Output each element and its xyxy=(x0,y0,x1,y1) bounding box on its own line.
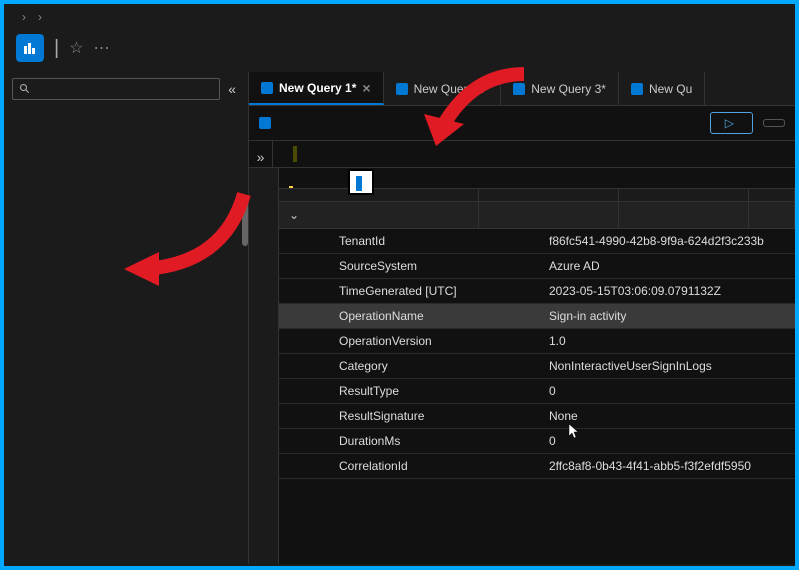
query-tabs: New Query 1*×New Query 2*New Query 3*New… xyxy=(249,72,795,106)
detail-value: 2ffc8af8-0b43-4f41-abb5-f3f2efdf5950 xyxy=(539,454,795,478)
detail-value: 2023-05-15T03:06:09.0791132Z xyxy=(539,279,795,303)
query-tab-1[interactable]: New Query 1*× xyxy=(249,72,384,105)
watermark-logo xyxy=(348,169,374,195)
scrollbar[interactable] xyxy=(242,196,248,246)
page-subtitle xyxy=(4,64,795,72)
detail-key: ResultType xyxy=(279,379,539,403)
detail-value: 0 xyxy=(539,379,795,403)
table-row[interactable]: ⌄ xyxy=(279,202,795,229)
detail-row[interactable]: OperationVersion1.0 xyxy=(279,329,795,354)
sidebar-search[interactable] xyxy=(12,78,220,100)
detail-row[interactable]: ResultSignatureNone xyxy=(279,404,795,429)
detail-key: OperationName xyxy=(279,304,539,328)
results-panel: ⌄ TenantIdf86fc541-4990-42b8-9f9a-624d2f… xyxy=(249,167,795,564)
detail-key: Category xyxy=(279,354,539,378)
detail-row[interactable]: SourceSystemAzure AD xyxy=(279,254,795,279)
col-version[interactable] xyxy=(619,189,749,201)
query-icon xyxy=(513,83,525,95)
detail-row[interactable]: CategoryNonInteractiveUserSignInLogs xyxy=(279,354,795,379)
query-icon xyxy=(631,83,643,95)
detail-row[interactable]: DurationMs0 xyxy=(279,429,795,454)
code-editor[interactable] xyxy=(273,141,795,167)
scope-workspace[interactable] xyxy=(259,117,277,129)
detail-key: TimeGenerated [UTC] xyxy=(279,279,539,303)
col-operation[interactable] xyxy=(479,189,619,201)
chevron-right-icon: › xyxy=(22,10,26,24)
schema-filter-tab[interactable] xyxy=(249,168,279,564)
detail-value: Azure AD xyxy=(539,254,795,278)
detail-value: f86fc541-4990-42b8-9f9a-624d2f3c233b xyxy=(539,229,795,253)
more-icon[interactable]: ⋯ xyxy=(94,38,110,58)
detail-value: 1.0 xyxy=(539,329,795,353)
breadcrumb: › › xyxy=(4,4,795,30)
query-icon xyxy=(396,83,408,95)
favorite-star-icon[interactable]: ☆ xyxy=(69,38,83,58)
expand-panel-icon[interactable]: » xyxy=(249,141,273,167)
detail-value: NonInteractiveUserSignInLogs xyxy=(539,354,795,378)
query-tab-4[interactable]: New Qu xyxy=(619,72,705,105)
chevron-down-icon[interactable]: ⌄ xyxy=(289,208,299,222)
query-tab-2[interactable]: New Query 2* xyxy=(384,72,502,105)
page-title: | xyxy=(54,37,59,60)
search-input[interactable] xyxy=(35,82,213,96)
main-content: New Query 1*×New Query 2*New Query 3*New… xyxy=(249,72,795,564)
detail-row[interactable]: TenantIdf86fc541-4990-42b8-9f9a-624d2f3c… xyxy=(279,229,795,254)
workspace-icon xyxy=(259,117,271,129)
sidebar: « xyxy=(4,72,249,564)
results-table: ⌄ TenantIdf86fc541-4990-42b8-9f9a-624d2f… xyxy=(279,189,795,564)
detail-key: ResultSignature xyxy=(279,404,539,428)
query-editor-area: » xyxy=(249,141,795,167)
close-icon[interactable]: × xyxy=(362,80,370,96)
workspace-icon xyxy=(16,34,44,62)
col-category[interactable] xyxy=(749,189,795,201)
query-text xyxy=(293,146,297,162)
detail-key: SourceSystem xyxy=(279,254,539,278)
time-range-picker[interactable] xyxy=(763,119,785,127)
detail-value: None xyxy=(539,404,795,428)
detail-key: DurationMs xyxy=(279,429,539,453)
detail-row[interactable]: OperationNameSign-in activity xyxy=(279,304,795,329)
page-header: | ☆ ⋯ xyxy=(4,30,795,64)
query-icon xyxy=(261,82,273,94)
chart-tab[interactable] xyxy=(309,174,313,188)
col-time[interactable] xyxy=(279,189,479,201)
detail-key: OperationVersion xyxy=(279,329,539,353)
detail-value: Sign-in activity xyxy=(539,304,795,328)
detail-key: TenantId xyxy=(279,229,539,253)
chevron-right-icon: › xyxy=(38,10,42,24)
detail-key: CorrelationId xyxy=(279,454,539,478)
play-icon: ▷ xyxy=(725,116,734,130)
detail-row[interactable]: TimeGenerated [UTC]2023-05-15T03:06:09.0… xyxy=(279,279,795,304)
collapse-sidebar-icon[interactable]: « xyxy=(224,81,240,97)
detail-row[interactable]: ResultType0 xyxy=(279,379,795,404)
detail-value: 0 xyxy=(539,429,795,453)
scope-bar: ▷ xyxy=(249,106,795,141)
query-tab-3[interactable]: New Query 3* xyxy=(501,72,619,105)
results-tab[interactable] xyxy=(289,174,293,188)
search-icon xyxy=(19,83,31,95)
run-button[interactable]: ▷ xyxy=(710,112,753,134)
detail-row[interactable]: CorrelationId2ffc8af8-0b43-4f41-abb5-f3f… xyxy=(279,454,795,479)
